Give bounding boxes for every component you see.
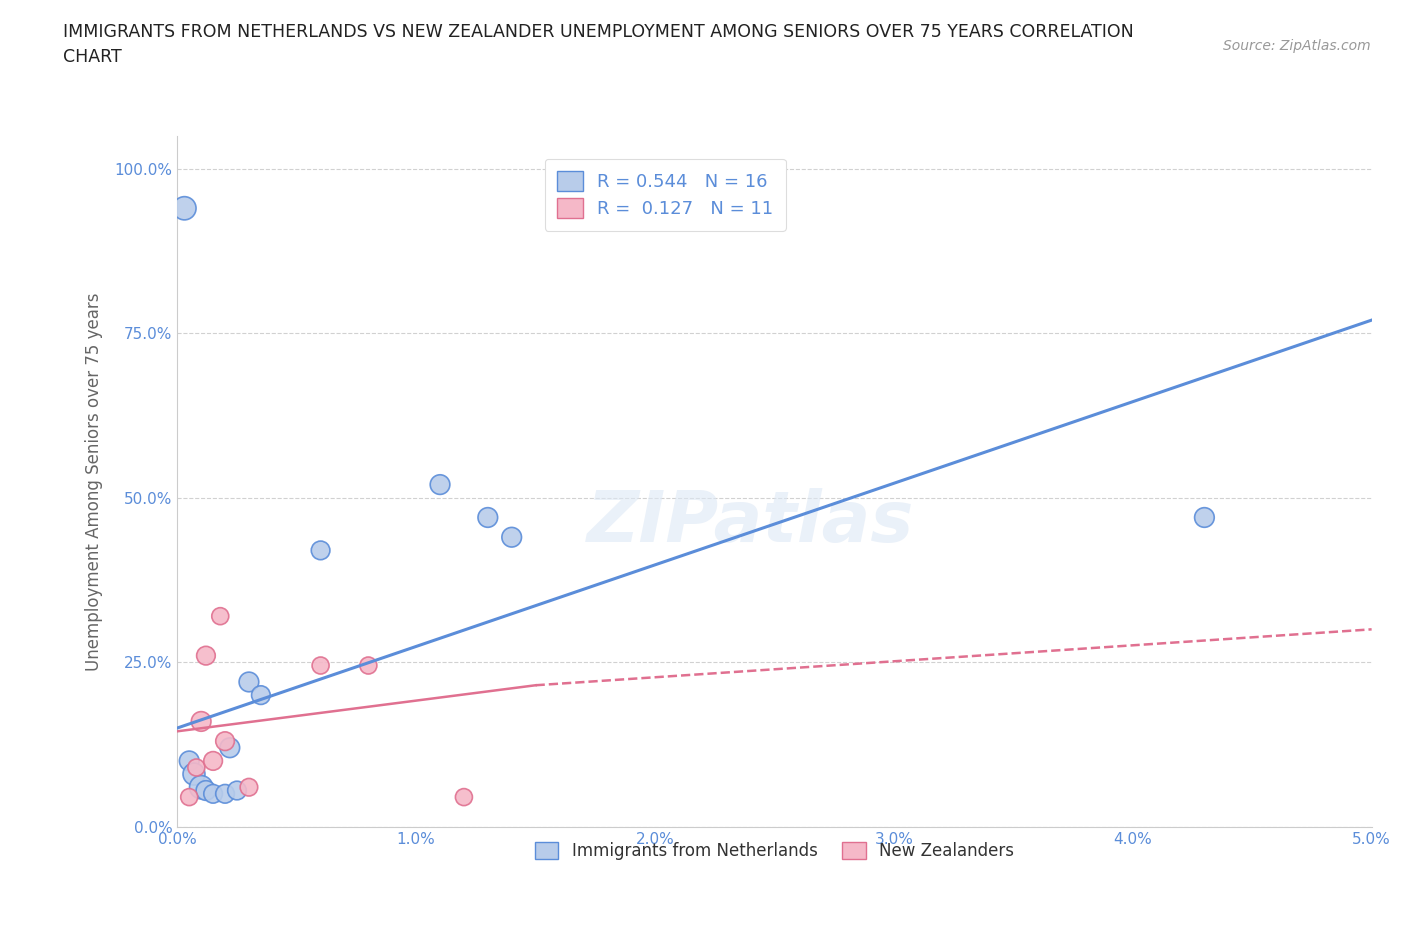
Point — [186, 760, 208, 775]
Point — [238, 674, 260, 689]
Point — [179, 790, 201, 804]
Point — [238, 779, 260, 794]
Point — [357, 658, 380, 673]
Point — [214, 787, 236, 802]
Point — [218, 740, 240, 755]
Point — [226, 783, 249, 798]
Point — [250, 687, 273, 702]
Text: IMMIGRANTS FROM NETHERLANDS VS NEW ZEALANDER UNEMPLOYMENT AMONG SENIORS OVER 75 : IMMIGRANTS FROM NETHERLANDS VS NEW ZEALA… — [63, 23, 1135, 66]
Point — [209, 609, 232, 624]
Point — [202, 787, 225, 802]
Point — [214, 734, 236, 749]
Point — [429, 477, 451, 492]
Point — [173, 201, 195, 216]
Point — [477, 510, 499, 525]
Text: Source: ZipAtlas.com: Source: ZipAtlas.com — [1223, 39, 1371, 53]
Point — [190, 714, 212, 729]
Point — [309, 658, 332, 673]
Point — [501, 530, 523, 545]
Point — [453, 790, 475, 804]
Text: ZIPatlas: ZIPatlas — [586, 488, 914, 557]
Legend: Immigrants from Netherlands, New Zealanders: Immigrants from Netherlands, New Zealand… — [529, 835, 1021, 867]
Point — [309, 543, 332, 558]
Point — [183, 766, 205, 781]
Point — [194, 783, 217, 798]
Point — [194, 648, 217, 663]
Y-axis label: Unemployment Among Seniors over 75 years: Unemployment Among Seniors over 75 years — [86, 292, 103, 671]
Point — [1194, 510, 1216, 525]
Point — [202, 753, 225, 768]
Point — [190, 779, 212, 794]
Point — [179, 753, 201, 768]
